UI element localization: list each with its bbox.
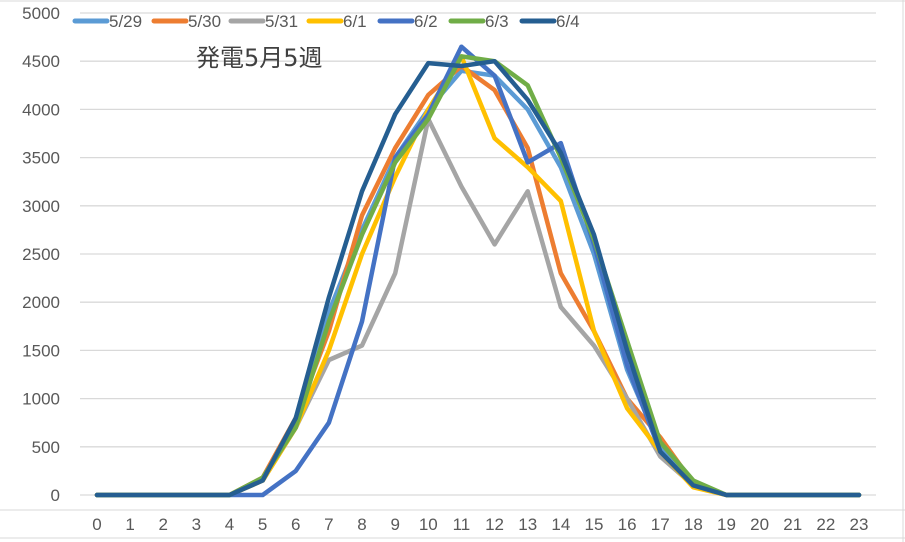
y-tick-label: 1500: [22, 341, 60, 360]
x-tick-label: 22: [816, 515, 835, 534]
chart-title: 発電5月5週: [196, 44, 323, 72]
legend-item-5-29: 5/29: [72, 12, 142, 31]
y-tick-label: 4000: [22, 100, 60, 119]
y-axis: 0 500 1000 1500 2000 2500 3000 3500 4000 4500 5000: [22, 4, 60, 505]
y-tick-label: 2000: [22, 293, 60, 312]
series-line-5-29: [94, 68, 862, 498]
x-tick-label: 7: [324, 515, 333, 534]
legend-item-6-4: 6/4: [519, 12, 580, 31]
legend-label: 6/3: [485, 12, 509, 31]
x-tick-label: 19: [717, 515, 736, 534]
series-line-6-3: [94, 54, 862, 498]
x-tick-label: 4: [225, 515, 234, 534]
legend-item-5-30: 5/30: [151, 12, 221, 31]
legend-label: 6/2: [414, 12, 438, 31]
y-tick-label: 0: [51, 486, 60, 505]
x-tick-label: 8: [357, 515, 366, 534]
x-tick-label: 0: [92, 515, 101, 534]
x-axis: 0 1 2 3 4 5 6 7 8 9 10 11 12 13 14 15 16 17 18 19 20 21 22 23: [92, 515, 868, 534]
series-line-5-30: [94, 63, 862, 498]
x-tick-label: 9: [390, 515, 399, 534]
x-tick-label: 17: [651, 515, 670, 534]
legend-label: 5/30: [188, 12, 221, 31]
legend-item-6-2: 6/2: [377, 12, 438, 31]
legend-label: 6/4: [556, 12, 580, 31]
x-tick-label: 23: [850, 515, 869, 534]
y-tick-label: 5000: [22, 4, 60, 23]
y-tick-label: 500: [32, 438, 60, 457]
legend-label: 5/31: [265, 12, 298, 31]
x-tick-label: 12: [485, 515, 504, 534]
series-line-6-2: [94, 44, 862, 498]
x-tick-label: 11: [453, 515, 471, 534]
x-tick-label: 10: [419, 515, 438, 534]
series-line-5-31: [94, 116, 862, 498]
x-tick-label: 18: [684, 515, 703, 534]
y-tick-label: 2500: [22, 245, 60, 264]
x-tick-label: 2: [159, 515, 168, 534]
y-tick-label: 4500: [22, 52, 60, 71]
x-tick-label: 20: [750, 515, 769, 534]
legend-label: 6/1: [343, 12, 367, 31]
x-tick-label: 16: [618, 515, 637, 534]
legend-item-6-1: 6/1: [306, 12, 367, 31]
legend-item-5-31: 5/31: [228, 12, 298, 31]
series-lines: [94, 44, 862, 498]
x-tick-label: 3: [192, 515, 201, 534]
x-tick-label: 6: [291, 515, 300, 534]
y-tick-label: 3000: [22, 197, 60, 216]
x-tick-label: 15: [584, 515, 603, 534]
series-line-6-4: [94, 58, 862, 498]
legend-item-6-3: 6/3: [448, 12, 509, 31]
series-line-6-1: [94, 54, 862, 498]
legend: 5/29 5/30 5/31 6/1 6/2 6/3 6/4: [72, 12, 580, 31]
y-tick-label: 3500: [22, 149, 60, 168]
legend-label: 5/29: [109, 12, 142, 31]
x-tick-label: 21: [783, 515, 802, 534]
y-tick-label: 1000: [22, 390, 60, 409]
x-tick-label: 1: [125, 515, 134, 534]
x-tick-label: 5: [258, 515, 267, 534]
x-tick-label: 13: [518, 515, 537, 534]
x-tick-label: 14: [551, 515, 570, 534]
